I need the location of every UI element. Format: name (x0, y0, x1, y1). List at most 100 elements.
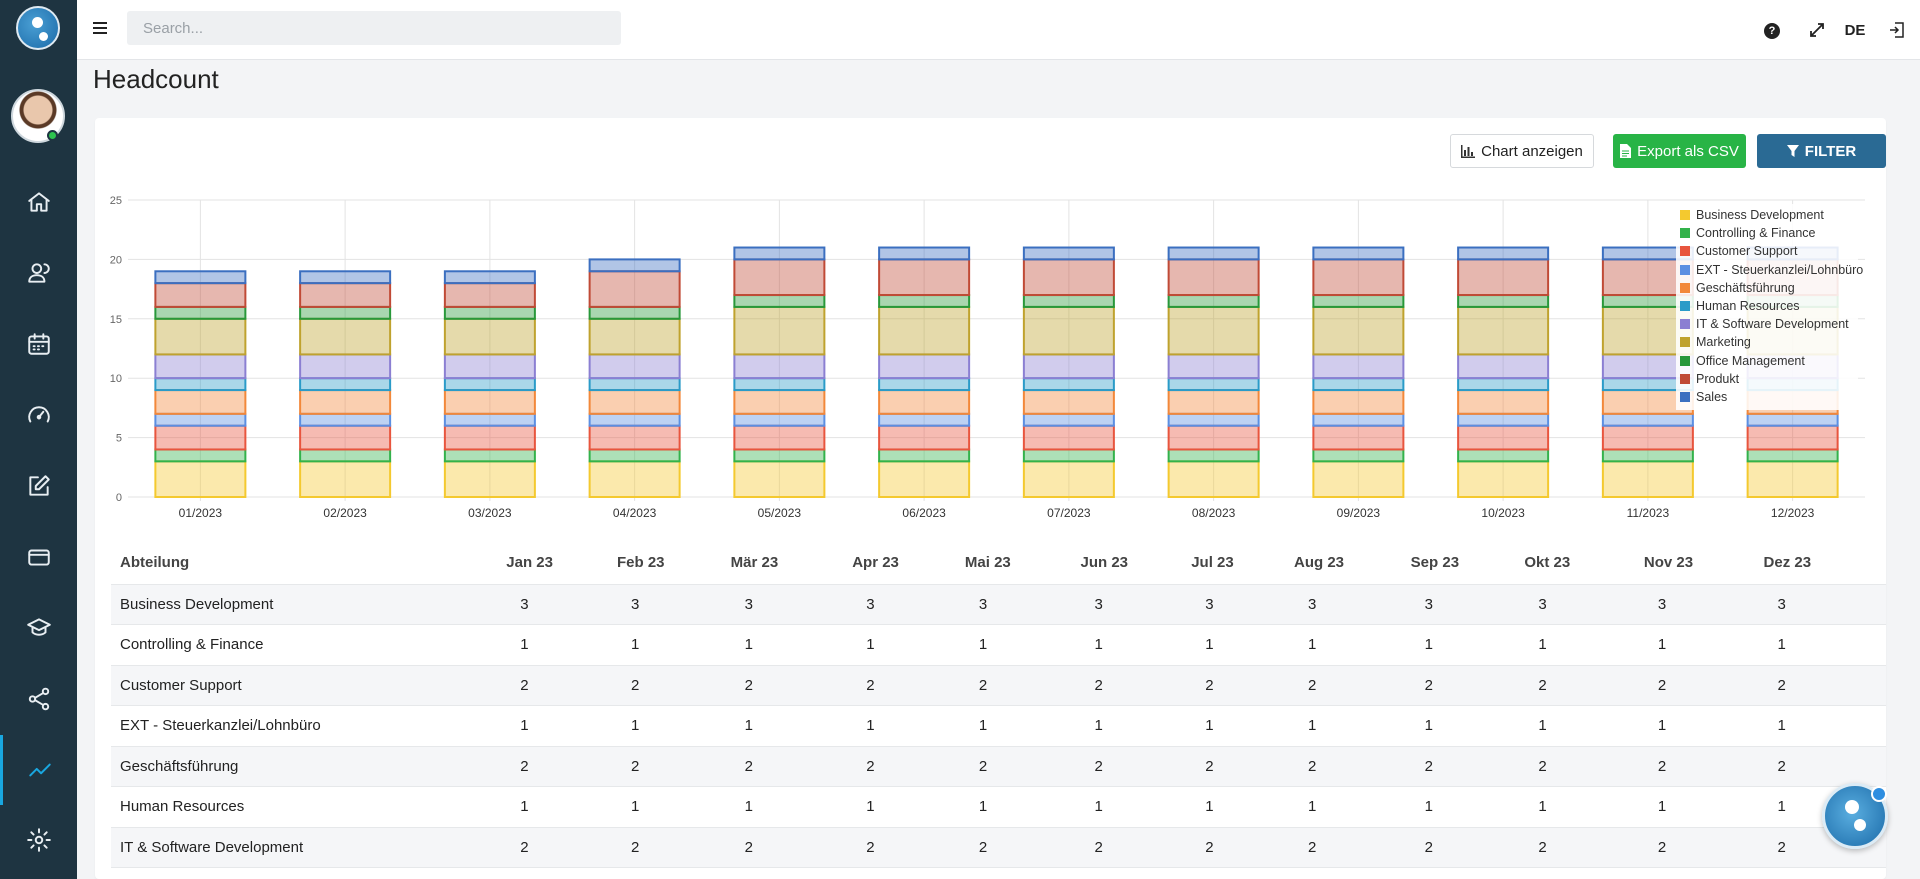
legend-swatch (1680, 337, 1690, 348)
column-header-month[interactable]: Nov 23 (1634, 542, 1755, 585)
chart-bar-segment (733, 389, 826, 415)
help-icon[interactable]: ? (1764, 23, 1780, 39)
chart-bar-segment (1022, 448, 1115, 463)
column-header-month[interactable]: Jan 23 (497, 542, 608, 585)
column-header-month[interactable]: Aug 23 (1285, 542, 1402, 585)
headcount-cell: 1 (1182, 705, 1285, 747)
legend-item[interactable]: Customer Support (1680, 242, 1858, 260)
chart-bar-segment (299, 282, 392, 308)
legend-label: EXT - Steuerkanzlei/Lohnbüro (1696, 262, 1864, 277)
sidebar-item-home[interactable] (0, 167, 77, 237)
logout-icon[interactable] (1887, 18, 1907, 42)
chart-bar-segment (443, 317, 536, 356)
headcount-cell: 1 (497, 624, 608, 666)
chart-bar-segment (299, 412, 392, 427)
column-header-month[interactable]: Jul 23 (1182, 542, 1285, 585)
legend-item[interactable]: Human Resources (1680, 297, 1858, 315)
headcount-cell: 2 (1401, 665, 1516, 706)
column-header-month[interactable]: Apr 23 (843, 542, 956, 585)
fullscreen-icon[interactable] (1807, 18, 1827, 42)
headcount-cell: 1 (843, 624, 956, 666)
legend-item[interactable]: Marketing (1680, 333, 1858, 351)
column-header-month[interactable]: Mär 23 (721, 542, 844, 585)
headcount-cell: 1 (608, 624, 722, 666)
chart-bar-segment (154, 412, 247, 427)
headcount-cell: 2 (1401, 827, 1516, 868)
language-switch[interactable]: DE (1844, 21, 1866, 39)
legend-item[interactable]: EXT - Steuerkanzlei/Lohnbüro (1680, 261, 1863, 279)
chart-bar-segment (1312, 460, 1405, 498)
filter-icon (1786, 145, 1799, 157)
column-header-month[interactable]: Dez 23 (1754, 542, 1886, 585)
legend-item[interactable]: Geschäftsführung (1680, 279, 1858, 297)
chart-bar-segment (1167, 353, 1260, 380)
x-tick-label: 06/2023 (902, 506, 946, 520)
sidebar-item-payments[interactable] (0, 522, 77, 592)
legend-item[interactable]: Produkt (1680, 370, 1858, 388)
chart-bar-segment (299, 305, 392, 320)
export-csv-button[interactable]: Export als CSV (1613, 134, 1746, 168)
chart-bar-segment (1457, 424, 1550, 451)
chart-bar-segment (299, 377, 392, 392)
legend-item[interactable]: Office Management (1680, 352, 1858, 370)
headcount-cell: 3 (843, 584, 956, 625)
filter-button[interactable]: FILTER (1757, 134, 1886, 168)
headcount-cell: 2 (1515, 827, 1635, 868)
legend-item[interactable]: Sales (1680, 388, 1858, 406)
headcount-cell: 2 (955, 665, 1072, 706)
headcount-cell: 2 (843, 827, 956, 868)
sidebar-item-settings[interactable] (0, 805, 77, 875)
chart-bar-segment (588, 389, 681, 415)
sidebar-item-employees[interactable] (0, 238, 77, 308)
headcount-cell: 1 (843, 705, 956, 747)
chart-bar-segment (1457, 460, 1550, 498)
sidebar-item-share[interactable] (0, 664, 77, 734)
sidebar-item-dashboard[interactable] (0, 380, 77, 450)
y-tick-label: 15 (110, 314, 122, 326)
chart-bar-segment (299, 448, 392, 463)
search-input[interactable] (127, 11, 621, 45)
headcount-cell: 1 (1515, 705, 1635, 747)
headcount-cell: 2 (721, 827, 844, 868)
column-header-month[interactable]: Jun 23 (1071, 542, 1183, 585)
column-header-month[interactable]: Mai 23 (955, 542, 1072, 585)
sidebar-item-edit[interactable] (0, 451, 77, 521)
calendar-icon (27, 333, 50, 355)
y-tick-label: 25 (110, 195, 122, 207)
column-header-month[interactable]: Feb 23 (608, 542, 722, 585)
sidebar-item-training[interactable] (0, 593, 77, 663)
chart-bar-segment (1022, 460, 1115, 498)
legend-label: Produkt (1696, 371, 1740, 386)
legend-item[interactable]: Controlling & Finance (1680, 224, 1858, 242)
legend-swatch (1680, 210, 1690, 221)
assistant-button[interactable] (1822, 783, 1888, 849)
menu-icon[interactable] (93, 22, 107, 34)
column-header-month[interactable]: Okt 23 (1515, 542, 1635, 585)
legend-item[interactable]: Business Development (1680, 206, 1858, 224)
headcount-cell: 2 (1634, 746, 1755, 787)
avatar[interactable] (11, 89, 65, 143)
legend-swatch (1680, 264, 1690, 275)
online-status-dot (47, 130, 58, 141)
chart-bar-segment (1167, 377, 1260, 392)
headcount-cell: 2 (955, 827, 1072, 868)
x-tick-label: 04/2023 (613, 506, 657, 520)
headcount-cell: 3 (1515, 584, 1635, 625)
department-cell: Geschäftsführung (111, 746, 498, 787)
chart-bar-segment (1312, 246, 1405, 261)
sidebar-item-analytics[interactable] (0, 735, 77, 805)
headcount-cell: 2 (1071, 746, 1183, 787)
sidebar-item-calendar[interactable] (0, 309, 77, 379)
legend-item[interactable]: IT & Software Development (1680, 315, 1858, 333)
column-header-month[interactable]: Sep 23 (1401, 542, 1516, 585)
share-icon (28, 687, 49, 711)
legend-label: Customer Support (1696, 244, 1798, 259)
column-header-department[interactable]: Abteilung (111, 542, 498, 585)
app-logo[interactable] (16, 6, 60, 50)
legend-swatch (1680, 282, 1690, 293)
chart-bar-segment (443, 412, 536, 427)
headcount-cell: 3 (1634, 584, 1755, 625)
headcount-cell: 2 (1634, 827, 1755, 868)
chart-bar-segment (1457, 377, 1550, 392)
show-chart-button[interactable]: Chart anzeigen (1450, 134, 1594, 168)
